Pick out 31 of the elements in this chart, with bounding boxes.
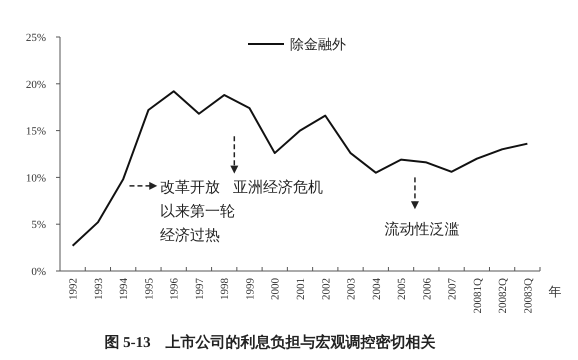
annotation: 流动性泛滥	[384, 220, 460, 238]
line-series	[72, 90, 528, 247]
x-tick-label: 1992	[68, 278, 80, 300]
x-tick-label: 2003	[346, 278, 358, 300]
x-tick-label: 20082Q	[497, 278, 510, 314]
x-tick-label: 2001	[295, 278, 307, 300]
legend-label: 除金融外	[290, 37, 346, 53]
x-tick-label: 1993	[92, 278, 105, 300]
y-tick-label: 15%	[26, 126, 46, 138]
y-tick-label: 5%	[31, 219, 46, 232]
x-tick-label: 20083Q	[522, 278, 534, 314]
y-tick-label: 20%	[26, 78, 46, 91]
x-tick-label: 1999	[244, 278, 256, 300]
x-tick-label: 20081Q	[472, 278, 484, 314]
y-tick-label: 25%	[26, 32, 46, 44]
x-axis-title: 年	[548, 284, 562, 299]
x-tick-label: 1995	[143, 278, 156, 300]
annotation: 亚洲经济危机	[233, 178, 324, 196]
x-tick-label: 2006	[421, 278, 434, 300]
x-tick-label: 2007	[446, 278, 459, 300]
y-tick-label: 10%	[26, 172, 46, 184]
y-tick-label: 0%	[31, 266, 46, 278]
text: 图 5-13 上市公司的利息负担与宏观调控密切相关	[104, 333, 436, 351]
x-tick-label: 2005	[396, 278, 408, 300]
x-tick-label: 2004	[370, 278, 383, 300]
x-tick-label: 2000	[270, 278, 282, 300]
x-tick-label: 1996	[168, 278, 181, 300]
x-tick-label: 1997	[194, 278, 206, 300]
x-tick-label: 1998	[219, 278, 232, 300]
x-tick-label: 1994	[118, 278, 130, 300]
x-tick-label: 2002	[320, 278, 332, 300]
